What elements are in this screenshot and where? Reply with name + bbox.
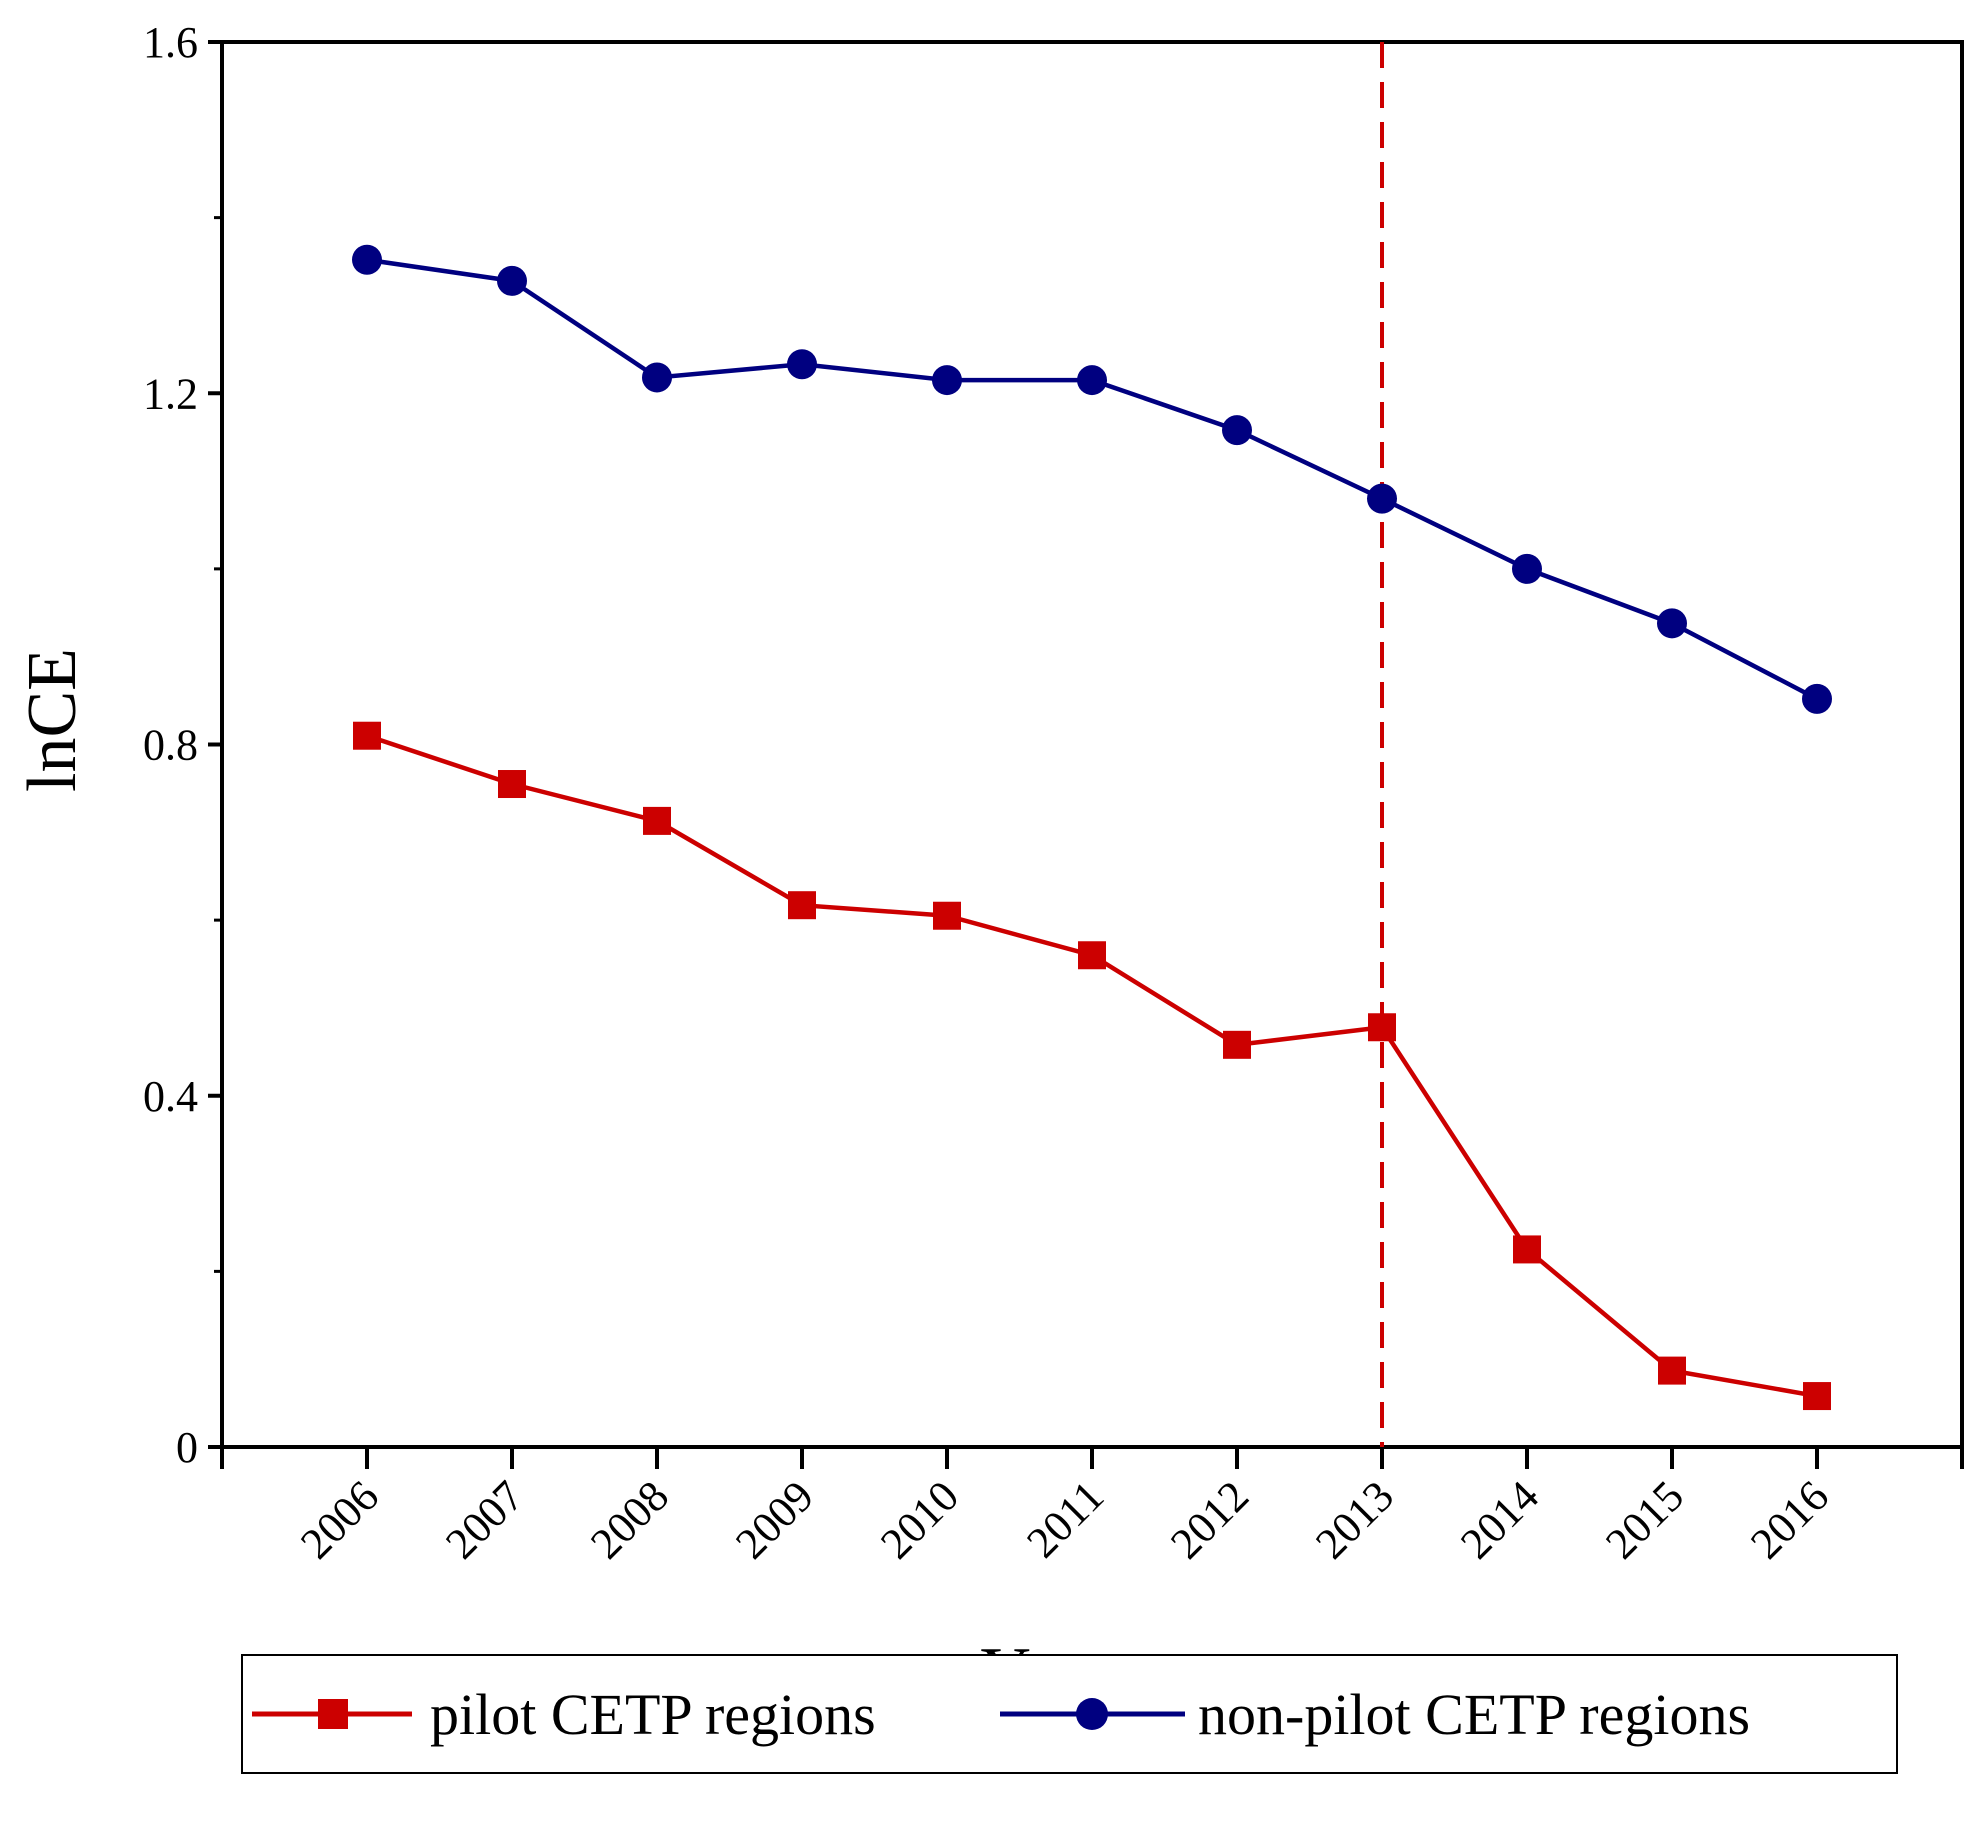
x-tick-label: 2015 bbox=[1596, 1471, 1693, 1568]
data-point-pilot bbox=[933, 901, 961, 930]
data-point-pilot bbox=[498, 770, 526, 799]
y-tick-label: 0 bbox=[176, 1423, 198, 1472]
x-tick-label: 2007 bbox=[436, 1471, 533, 1568]
x-tick-label: 2014 bbox=[1451, 1471, 1548, 1568]
data-point-pilot bbox=[1223, 1030, 1251, 1059]
x-tick-label: 2008 bbox=[581, 1471, 678, 1568]
data-point-non-pilot bbox=[497, 265, 527, 296]
series-line-non-pilot bbox=[366, 257, 1819, 701]
x-tick-label: 2006 bbox=[291, 1471, 388, 1568]
legend-label-pilot: pilot CETP regions bbox=[430, 1682, 876, 1747]
data-point-non-pilot bbox=[1657, 608, 1687, 639]
x-tick-label: 2016 bbox=[1741, 1471, 1838, 1568]
data-point-non-pilot bbox=[932, 365, 962, 396]
data-point-non-pilot bbox=[1367, 483, 1397, 514]
data-point-pilot bbox=[788, 891, 816, 920]
y-tick-label: 0.4 bbox=[143, 1072, 198, 1121]
x-tick-label: 2010 bbox=[871, 1471, 968, 1568]
data-point-pilot bbox=[1803, 1382, 1831, 1411]
axes: 0 0.4 0.8 1.2 1.6 2006 2007 2008 2009 2010 2011 201… bbox=[143, 18, 1964, 1568]
y-tick-label: 0.8 bbox=[143, 721, 198, 770]
data-point-non-pilot bbox=[787, 349, 817, 380]
legend-marker-pilot bbox=[318, 1699, 348, 1729]
data-point-non-pilot bbox=[1512, 553, 1542, 584]
x-tick-label: 2013 bbox=[1306, 1471, 1403, 1568]
legend-marker-non-pilot bbox=[1076, 1698, 1108, 1730]
series-line-pilot bbox=[366, 733, 1818, 1399]
data-point-non-pilot bbox=[642, 362, 672, 393]
data-point-pilot bbox=[1658, 1356, 1686, 1385]
plot-frame bbox=[220, 40, 1964, 1449]
x-tick-label: 2011 bbox=[1017, 1471, 1113, 1567]
legend: pilot CETP regions non-pilot CETP regions bbox=[241, 1654, 1898, 1774]
y-tick-label: 1.6 bbox=[143, 18, 198, 67]
data-point-pilot bbox=[643, 806, 671, 835]
data-point-non-pilot bbox=[352, 244, 382, 275]
x-tick-label: 2009 bbox=[726, 1471, 823, 1568]
x-tick-label: 2012 bbox=[1161, 1471, 1258, 1568]
data-point-non-pilot bbox=[1077, 365, 1107, 396]
data-point-pilot bbox=[1513, 1235, 1541, 1264]
data-point-non-pilot bbox=[1222, 415, 1252, 446]
data-point-pilot bbox=[1078, 941, 1106, 970]
data-point-non-pilot bbox=[1802, 683, 1832, 714]
y-axis-label: lnCE bbox=[14, 648, 91, 792]
data-point-pilot bbox=[1368, 1013, 1396, 1042]
legend-label-non-pilot: non-pilot CETP regions bbox=[1198, 1682, 1750, 1747]
y-tick-label: 1.2 bbox=[143, 369, 198, 418]
data-point-pilot bbox=[353, 721, 381, 750]
series-layer bbox=[352, 42, 1832, 1447]
